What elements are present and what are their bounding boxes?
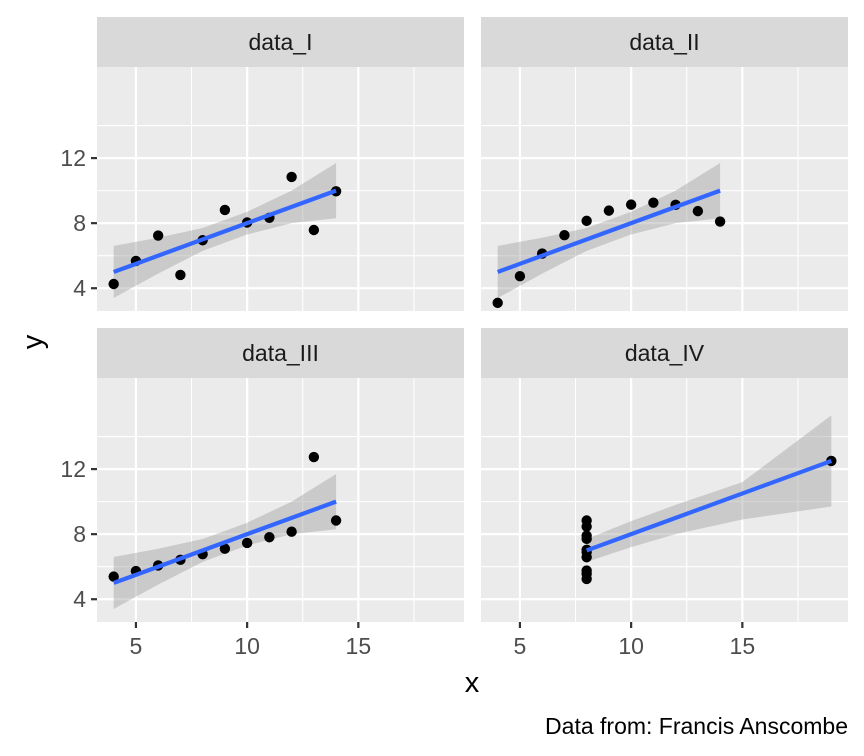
regression-line xyxy=(496,188,721,274)
facet-data_II: data_II xyxy=(481,17,848,311)
data-point xyxy=(264,532,275,543)
facet-strip xyxy=(97,328,464,378)
y-tick-label: 8 xyxy=(73,210,86,236)
data-point xyxy=(492,297,503,309)
data-point xyxy=(175,269,186,281)
x-tick-label: 5 xyxy=(514,633,527,659)
facet-data_IV: data_IV xyxy=(481,328,848,622)
panel-background xyxy=(97,67,464,311)
data-point xyxy=(219,204,231,216)
facet-panels: data_I data_II data_III data_IV xyxy=(97,17,848,622)
regression-line xyxy=(112,188,337,274)
data-point xyxy=(581,568,592,580)
data-point xyxy=(152,230,164,241)
data-point xyxy=(692,205,704,217)
data-point xyxy=(108,571,119,582)
facet-strip-label: data_IV xyxy=(625,340,705,366)
x-tick-label: 10 xyxy=(234,633,260,659)
x-tick-label: 10 xyxy=(618,633,644,659)
data-point xyxy=(559,229,570,241)
data-point xyxy=(308,224,320,236)
facet-strip-label: data_II xyxy=(629,29,699,55)
x-tick-label: 15 xyxy=(346,633,372,659)
facet-strip xyxy=(97,17,464,67)
data-point xyxy=(514,270,526,282)
chart-caption: Data from: Francis Anscombe xyxy=(545,713,848,739)
facet-strip-label: data_I xyxy=(249,29,313,55)
panel-background xyxy=(481,378,848,622)
panel-background xyxy=(481,67,848,311)
data-point xyxy=(581,530,592,541)
data-point xyxy=(330,515,342,526)
data-point xyxy=(603,205,615,216)
regression-line xyxy=(585,458,833,553)
data-point xyxy=(581,215,592,227)
axes: 4 8 12 4 8 12 5 10 15 5 10 15 xyxy=(60,145,755,659)
data-point xyxy=(241,537,253,549)
y-tick-label: 4 xyxy=(73,586,86,612)
data-point xyxy=(714,216,726,227)
y-axis-title: y xyxy=(17,334,49,349)
data-point xyxy=(286,171,297,183)
facet-data_I: data_I xyxy=(97,17,464,311)
data-point xyxy=(308,451,320,463)
x-tick-label: 5 xyxy=(130,633,143,659)
y-tick-label: 4 xyxy=(73,275,86,301)
y-tick-label: 8 xyxy=(73,521,86,547)
data-point xyxy=(286,526,297,537)
data-point xyxy=(625,199,637,210)
panel-background xyxy=(97,378,464,622)
y-tick-label: 12 xyxy=(60,456,86,482)
facet-strip-label: data_III xyxy=(242,340,319,366)
confidence-band xyxy=(586,415,832,562)
facet-strip xyxy=(481,17,848,67)
data-point xyxy=(219,543,231,554)
data-point xyxy=(581,521,592,532)
facet-data_III: data_III xyxy=(97,328,464,622)
data-point xyxy=(108,278,119,290)
regression-line xyxy=(112,499,337,585)
x-tick-label: 15 xyxy=(730,633,756,659)
facet-strip xyxy=(481,328,848,378)
x-axis-title: x xyxy=(465,667,480,699)
y-tick-label: 12 xyxy=(60,145,86,171)
data-point xyxy=(648,197,659,208)
